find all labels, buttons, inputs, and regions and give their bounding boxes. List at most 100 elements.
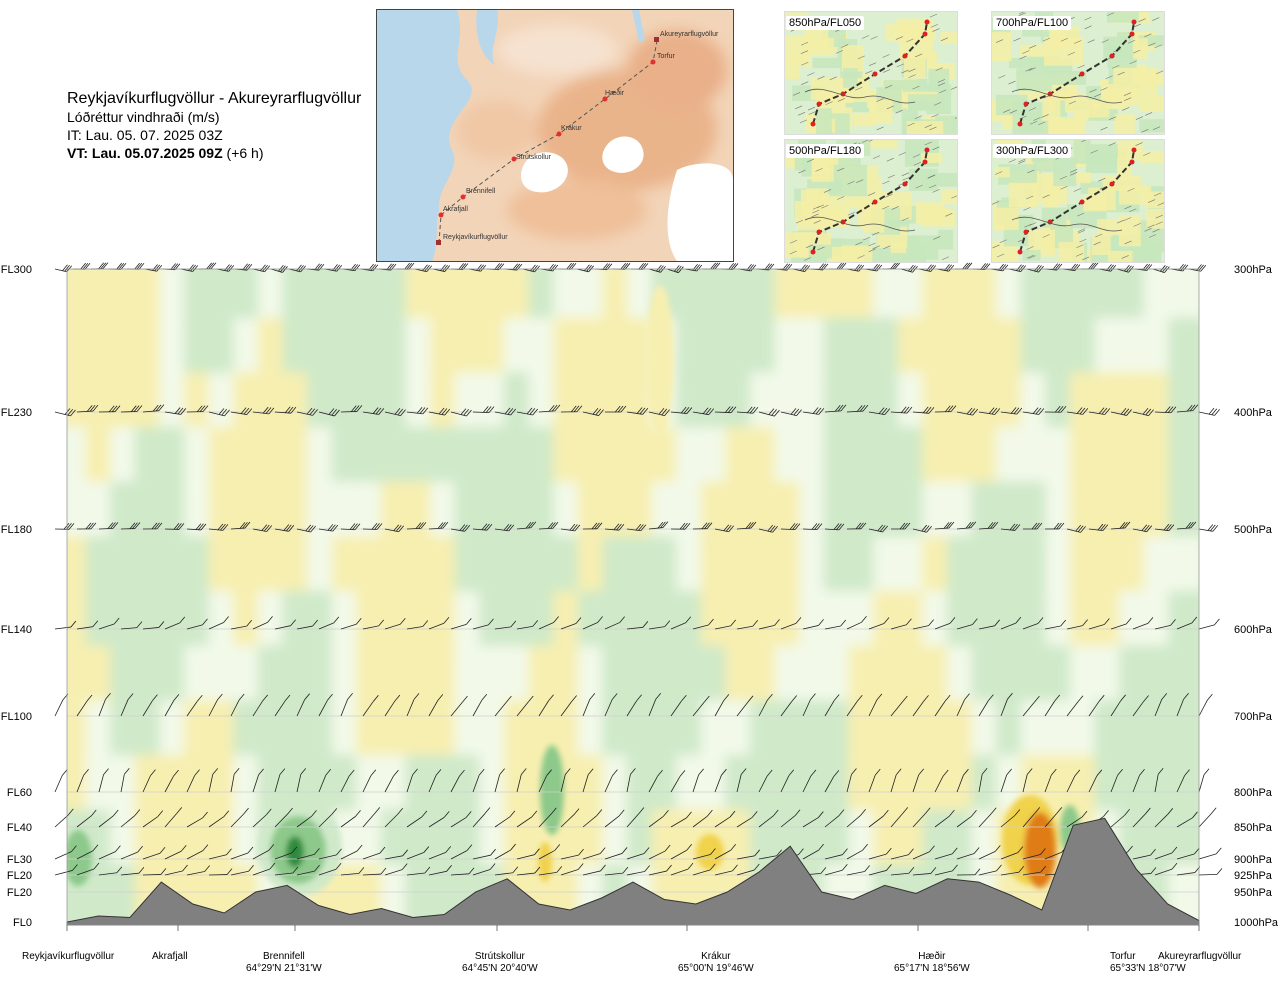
mini-barb [1089,89,1097,93]
mini-route-point [1079,71,1085,77]
wind-barb [978,694,994,717]
mini-coastline [1011,88,1123,104]
wind-barb [1132,524,1153,533]
wind-barb [538,807,557,828]
mini-barb [1018,158,1026,163]
mini-field-cell [909,168,938,191]
mini-barb [801,61,809,66]
wind-barb [428,811,450,828]
wind-barb [1066,695,1084,717]
wind-barb [648,521,669,530]
wind-barb [120,405,143,413]
wind-barb [604,523,625,531]
mini-barb [1077,228,1086,232]
wind-barb [120,866,145,876]
wind-barb [384,769,399,793]
mini-map-700[interactable]: 700hPa/FL100 [991,11,1165,135]
wind-barb [406,522,427,530]
wind-barb [406,406,429,415]
wind-barb [890,866,915,876]
wind-barb [824,523,845,531]
wind-barb [76,694,93,717]
wind-barb [1000,865,1025,876]
mini-field-cell [900,25,922,37]
map-label-haedir: Hæðir [605,89,625,97]
mini-field-cell [1146,71,1164,86]
wind-barb [912,845,935,860]
mini-route-point [902,53,908,59]
wind-barb [450,618,472,630]
wind-barb [846,616,867,630]
wind-barb [802,843,824,860]
wind-barb [472,807,491,828]
wind-barb [934,847,958,860]
pressure-axis: 300hPa 400hPa 500hPa 600hPa 700hPa 800hPa 850h… [1234,264,1279,929]
mini-barb [928,184,937,189]
wind-barb [274,768,286,793]
waypoint-name: Reykjavíkurflugvöllur [22,951,115,962]
wind-barb [362,619,384,630]
wind-barb [670,770,686,793]
wind-barb [54,769,68,793]
mini-map-300[interactable]: 300hPa/FL300 [991,139,1165,263]
mini-barb [1008,159,1016,163]
wind-barb [252,406,275,415]
wind-barb [180,264,199,272]
wind-barb [494,843,516,860]
wind-barb [714,694,730,717]
wind-barb [208,868,233,876]
wind-barb [90,262,109,270]
mini-route-point [1079,199,1085,205]
mini-map-500[interactable]: 500hPa/FL180 [784,139,958,263]
wind-barb [516,695,534,717]
wind-barb [1154,846,1178,860]
mini-field-cell [1085,144,1119,174]
mini-route-point [922,31,928,37]
wind-barb [736,863,760,876]
wind-barb [582,809,603,828]
mini-barb [1067,51,1075,56]
wind-barb [736,406,759,414]
mini-barb [795,219,804,224]
mini-barb [815,168,823,172]
mini-barb [1124,97,1132,101]
wind-barb [1154,768,1164,793]
waypoint-name: Strútskollur [474,951,525,962]
mini-map-850[interactable]: 850hPa/FL050 [784,11,958,135]
wind-barb [230,846,254,860]
wind-barb [384,618,406,630]
wind-barb [142,404,165,413]
mini-route-point [924,19,930,25]
wind-barb [274,694,291,717]
wind-barb [362,769,377,793]
wind-barb [1110,617,1132,630]
mini-barb [1069,169,1078,173]
wind-barb [670,811,692,828]
wind-barb [978,619,1000,630]
wind-barb [1044,405,1067,413]
wind-barb [1022,695,1040,717]
mini-map-canvas [992,12,1164,134]
wind-barb [1022,865,1047,876]
wind-barb [164,864,188,876]
mini-barb [901,69,909,74]
wind-barb [1176,811,1198,828]
mini-barb [1042,194,1050,199]
wind-barb [396,262,415,270]
wind-barb [802,811,824,828]
wind-barb [714,524,735,533]
wind-barb [198,262,217,270]
waypoint-name: Brennifell [263,951,305,962]
mini-barb [1029,222,1037,226]
mini-barb [1026,195,1034,200]
mini-barb [1156,70,1164,75]
wind-barb [384,849,409,860]
wind-barb [758,693,773,717]
wind-barb [780,408,802,417]
wind-barb [340,693,353,717]
mini-barb [801,81,809,85]
field-feature [646,285,674,435]
wind-barb [1088,618,1110,630]
field-feature [286,836,304,868]
